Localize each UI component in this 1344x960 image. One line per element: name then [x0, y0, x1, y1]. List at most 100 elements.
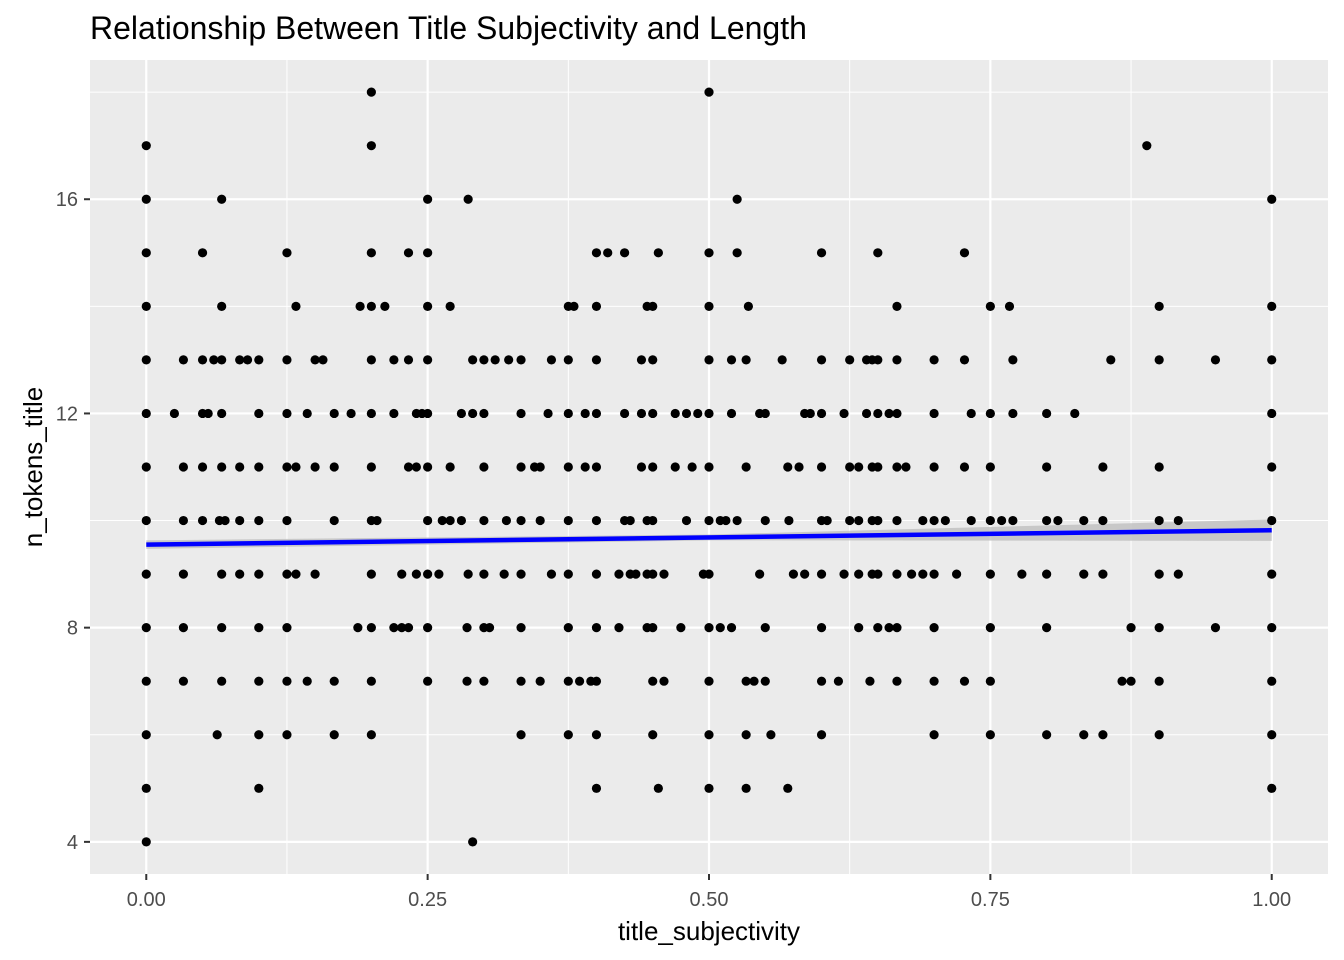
data-point: [929, 515, 939, 526]
data-point: [479, 355, 489, 365]
data-point: [743, 301, 753, 311]
data-point: [1126, 676, 1136, 686]
data-point: [959, 462, 970, 472]
data-point: [366, 408, 376, 419]
data-point: [929, 408, 939, 419]
data-point: [355, 301, 365, 311]
data-point: [1079, 569, 1089, 579]
data-point: [1154, 676, 1164, 686]
data-point: [985, 301, 995, 311]
data-point: [631, 569, 641, 579]
data-point: [726, 355, 737, 365]
data-point: [462, 676, 472, 686]
data-point: [854, 462, 864, 472]
data-point: [445, 301, 455, 311]
data-point: [254, 355, 264, 365]
data-point: [839, 569, 849, 579]
data-point: [423, 462, 433, 472]
data-point: [403, 248, 414, 258]
y-axis-label: n_tokens_title: [18, 387, 48, 547]
data-point: [726, 408, 737, 419]
data-point: [693, 408, 703, 419]
data-point: [423, 194, 433, 204]
data-point: [1042, 462, 1052, 472]
data-point: [1042, 569, 1052, 579]
data-point: [741, 676, 751, 686]
data-point: [468, 355, 478, 365]
data-point: [563, 408, 573, 419]
data-point: [366, 248, 376, 258]
data-point: [197, 462, 208, 472]
data-point: [800, 569, 810, 579]
data-point: [178, 676, 189, 686]
data-point: [1042, 730, 1052, 740]
data-point: [282, 248, 292, 258]
data-point: [423, 355, 433, 365]
data-point: [366, 87, 376, 97]
y-tick-label: 12: [56, 403, 78, 425]
data-point: [372, 515, 382, 526]
data-point: [366, 301, 376, 311]
data-point: [648, 676, 658, 686]
data-point: [715, 623, 725, 633]
data-point: [178, 462, 189, 472]
chart-title: Relationship Between Title Subjectivity …: [90, 10, 807, 46]
data-point: [591, 355, 602, 365]
data-point: [423, 408, 433, 419]
data-point: [423, 623, 433, 633]
data-point: [603, 248, 613, 258]
data-point: [591, 569, 602, 579]
y-tick-label: 16: [56, 189, 78, 211]
data-point: [704, 87, 714, 97]
data-point: [591, 623, 602, 633]
data-point: [854, 623, 864, 633]
data-point: [504, 355, 514, 365]
data-point: [749, 676, 759, 686]
data-point: [291, 462, 301, 472]
data-point: [704, 676, 714, 686]
data-point: [648, 355, 658, 365]
data-point: [892, 355, 902, 365]
data-point: [952, 569, 962, 579]
data-point: [614, 623, 624, 633]
data-point: [873, 248, 883, 258]
data-point: [563, 569, 573, 579]
trend-line: [146, 527, 1272, 547]
data-point: [580, 462, 590, 472]
data-point: [845, 515, 855, 526]
data-point: [1079, 730, 1089, 740]
data-point: [580, 408, 590, 419]
data-point: [310, 462, 320, 472]
data-point: [704, 515, 714, 526]
data-point: [516, 623, 526, 633]
data-point: [732, 515, 742, 526]
data-point: [1142, 141, 1152, 151]
data-point: [704, 462, 714, 472]
data-point: [499, 569, 509, 579]
data-point: [456, 515, 466, 526]
data-point: [670, 408, 680, 419]
data-point: [783, 783, 793, 793]
data-point: [985, 676, 995, 686]
data-point: [766, 730, 776, 740]
x-tick-label: 1.00: [1252, 889, 1291, 911]
data-point: [329, 730, 339, 740]
data-point: [854, 515, 864, 526]
data-point: [784, 515, 794, 526]
data-point: [462, 623, 472, 633]
data-point: [985, 515, 995, 526]
data-point: [423, 515, 433, 526]
data-point: [310, 569, 320, 579]
data-point: [833, 676, 844, 686]
data-point: [721, 515, 731, 526]
data-point: [732, 194, 742, 204]
data-point: [816, 569, 827, 579]
data-point: [1098, 730, 1108, 740]
data-point: [178, 623, 189, 633]
data-point: [516, 408, 526, 419]
data-point: [1098, 515, 1108, 526]
data-point: [169, 408, 180, 419]
data-point: [501, 515, 512, 526]
data-point: [423, 301, 433, 311]
data-point: [397, 569, 407, 579]
